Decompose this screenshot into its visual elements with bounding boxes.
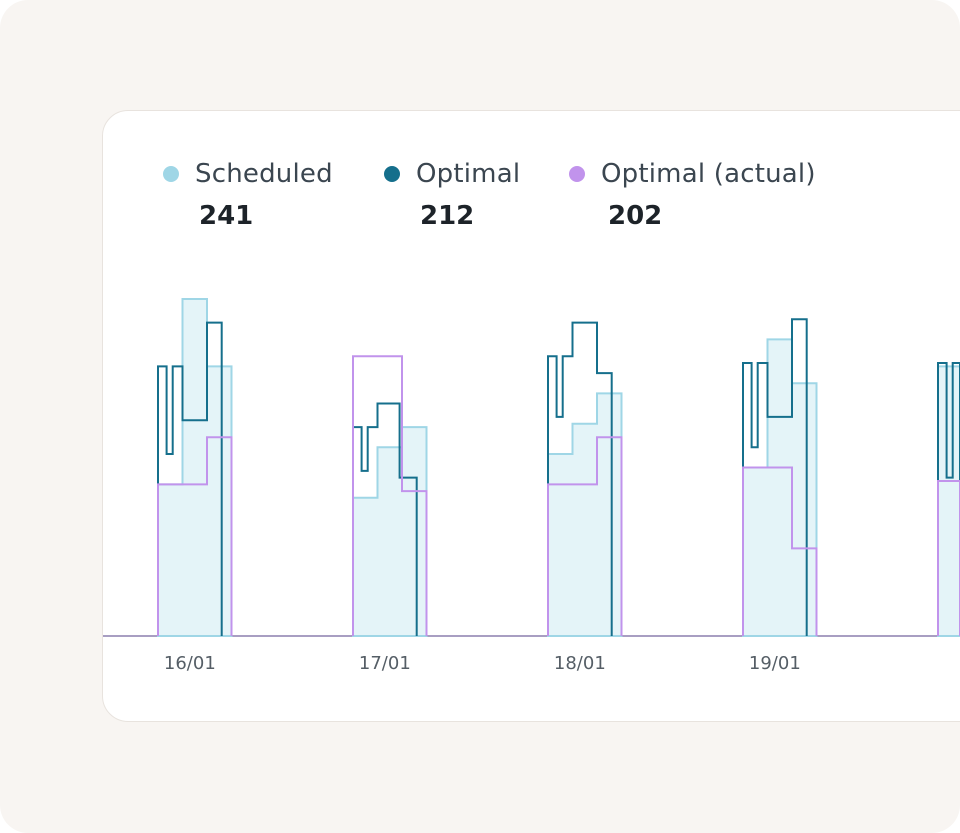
- legend-optimal-actual-label: Optimal (actual): [601, 159, 816, 189]
- chart-card: Scheduled 241 Optimal 212 Optimal (actua…: [102, 110, 960, 722]
- optimal-actual-step-day-2: [352, 355, 428, 636]
- scheduled-step-day-5: [937, 365, 960, 637]
- optimal-step-day-1: [157, 321, 223, 636]
- scheduled-step-day-2: [352, 426, 428, 637]
- legend-scheduled-dot: [163, 166, 179, 182]
- optimal-actual-step-day-3: [547, 436, 623, 636]
- legend-scheduled-label: Scheduled: [195, 159, 333, 189]
- x-tick-label: 17/01: [359, 653, 411, 674]
- scheduled-step-day-4: [742, 338, 818, 637]
- legend-optimal-actual-dot: [569, 166, 585, 182]
- optimal-actual-step-day-5: [937, 480, 960, 636]
- x-tick-label: 16/01: [164, 653, 216, 674]
- optimal-actual-step-day-4: [742, 466, 818, 636]
- x-tick-label: 19/01: [749, 653, 801, 674]
- scheduled-step-day-3: [547, 392, 623, 637]
- legend-scheduled: Scheduled: [163, 159, 333, 189]
- legend-optimal-actual: Optimal (actual): [569, 159, 816, 189]
- legend-optimal-dot: [384, 166, 400, 182]
- x-tick-label: 18/01: [554, 653, 606, 674]
- optimal-step-day-4: [742, 318, 808, 636]
- optimal-step-day-3: [547, 321, 613, 636]
- optimal-step-day-5: [937, 362, 960, 636]
- optimal-actual-step-day-1: [157, 436, 233, 636]
- legend-optimal-actual-value: 202: [608, 201, 663, 231]
- scheduled-step-day-1: [157, 298, 233, 637]
- legend-optimal-label: Optimal: [416, 159, 521, 189]
- legend-optimal-value: 212: [420, 201, 475, 231]
- legend-optimal: Optimal: [384, 159, 520, 189]
- legend-scheduled-value: 241: [199, 201, 254, 231]
